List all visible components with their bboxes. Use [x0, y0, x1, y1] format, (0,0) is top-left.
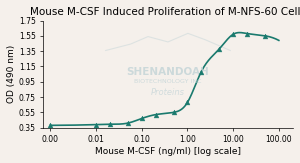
Text: SHENANDOAH: SHENANDOAH	[127, 67, 209, 77]
Title: Mouse M-CSF Induced Proliferation of M-NFS-60 Cells: Mouse M-CSF Induced Proliferation of M-N…	[30, 7, 300, 17]
Text: BIOTECHNOLOGY INC: BIOTECHNOLOGY INC	[134, 79, 202, 84]
Y-axis label: OD (490 nm): OD (490 nm)	[7, 45, 16, 103]
Text: Proteins: Proteins	[151, 88, 185, 97]
X-axis label: Mouse M-CSF (ng/ml) [log scale]: Mouse M-CSF (ng/ml) [log scale]	[95, 147, 241, 156]
